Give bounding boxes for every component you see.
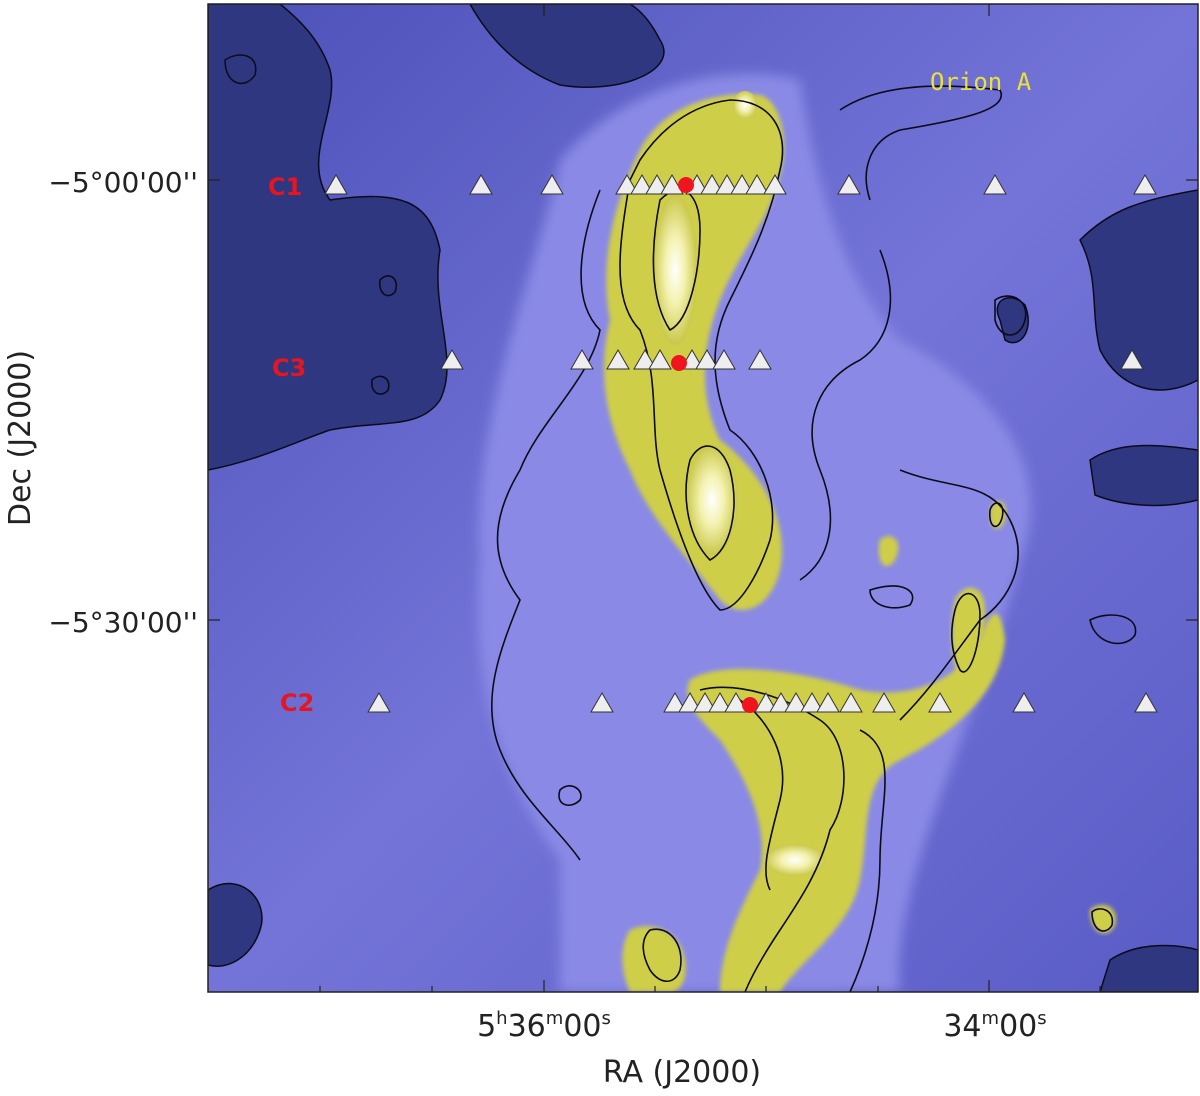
triangle-marker-icon [769,692,793,713]
triangle-marker-icon [678,692,702,713]
ra-tick-label: 34m00s [943,1008,1046,1044]
triangle-marker-icon [715,174,739,195]
triangle-marker-icon [816,692,840,713]
map-image: Orion A [208,4,1198,992]
triangle-marker-icon [367,692,391,713]
triangle-marker-icon [724,692,748,713]
triangle-marker-icon [440,349,464,370]
triangle-marker-icon [1134,692,1158,713]
triangle-marker-icon [324,174,348,195]
ra-tick-label: 5h36m00s [477,1008,611,1044]
dark-regions [208,4,1198,992]
triangle-marker-icon [748,349,772,370]
triangle-marker-icon [754,692,778,713]
cut-label-c3: C3 [272,354,306,382]
triangle-marker-icon [837,174,861,195]
x-axis-title: RA (J2000) [603,1055,761,1090]
red-dot-marker-icon [742,697,758,713]
cut-label-c2: C2 [280,689,314,717]
triangle-marker-icon [1133,174,1157,195]
triangle-marker-icon [928,692,952,713]
triangle-marker-icon [570,349,594,370]
map-frame [207,3,1199,993]
triangle-marker-icon [872,692,896,713]
triangle-marker-icon [784,692,808,713]
dec-tick-label: −5°00'00'' [48,166,198,199]
triangle-marker-icon [606,349,630,370]
triangle-marker-icon [708,692,732,713]
cut-c3-markers [440,349,1144,370]
triangle-marker-icon [983,174,1007,195]
triangle-marker-icon [745,174,769,195]
red-dot-marker-icon [671,355,687,371]
triangle-marker-icon [763,174,787,195]
triangle-marker-icon [630,174,654,195]
triangle-marker-icon [1120,349,1144,370]
triangle-marker-icon [730,174,754,195]
triangle-marker-icon [712,349,736,370]
triangle-marker-icon [663,692,687,713]
triangle-marker-icon [633,349,657,370]
y-axis-title: Dec (J2000) [3,350,38,526]
triangle-marker-icon [540,174,564,195]
cut-label-c1: C1 [268,173,302,201]
triangle-marker-icon [839,692,863,713]
triangle-marker-icon [700,174,724,195]
triangle-marker-icon [660,174,684,195]
cut-c2-markers [367,692,1158,713]
triangle-marker-icon [695,349,719,370]
triangle-marker-icon [648,349,672,370]
field-label: Orion A [930,68,1032,96]
triangle-marker-icon [590,692,614,713]
frame-ticks [208,4,1198,992]
triangle-marker-icon [693,692,717,713]
triangle-marker-icon [615,174,639,195]
triangle-marker-icon [1012,692,1036,713]
triangle-marker-icon [645,174,669,195]
red-dot-marker-icon [678,177,694,193]
triangle-marker-icon [800,692,824,713]
dec-tick-label: −5°30'00'' [48,606,198,639]
triangle-marker-icon [469,174,493,195]
